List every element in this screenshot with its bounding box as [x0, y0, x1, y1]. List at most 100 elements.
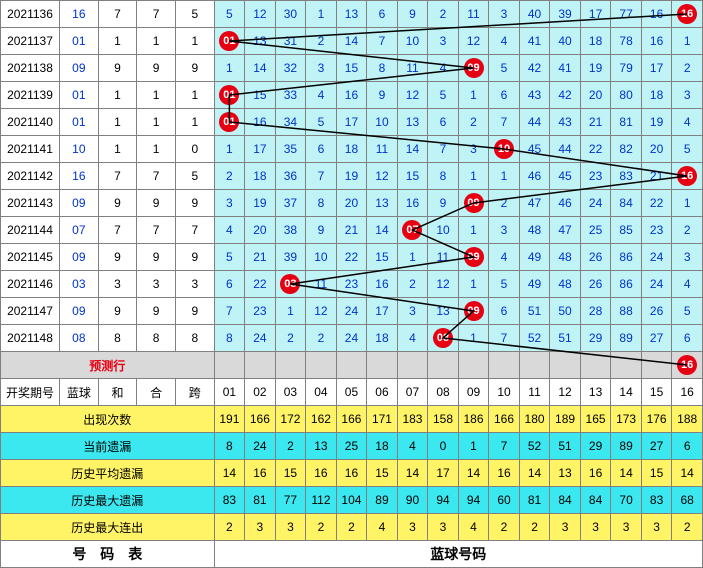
num-cell: 44: [519, 109, 550, 136]
ball-cell: 09: [60, 55, 99, 82]
hit-ball: 16: [677, 4, 697, 24]
hit-ball: 09: [464, 193, 484, 213]
ball-cell: 03: [60, 271, 99, 298]
num-cell: 31: [275, 28, 306, 55]
issue-cell: 2021148: [1, 325, 60, 352]
num-cell: 1: [214, 55, 245, 82]
num-cell: 17: [245, 136, 276, 163]
num-cell: 11: [397, 55, 428, 82]
num-cell: 08: [428, 325, 459, 352]
num-cell: 6: [367, 1, 398, 28]
num-cell: 14: [245, 55, 276, 82]
header-num-cell: 02: [245, 379, 276, 406]
num-cell: 5: [672, 136, 703, 163]
stat-row: 当前遗漏8242132518401752512989276: [1, 433, 703, 460]
issue-cell: 2021140: [1, 109, 60, 136]
num-cell: 01: [214, 82, 245, 109]
data-row: 202114309999319378201316909247462484221: [1, 190, 703, 217]
num-cell: 45: [550, 163, 581, 190]
num-cell: 37: [275, 190, 306, 217]
issue-cell: 2021138: [1, 55, 60, 82]
num-cell: 4: [214, 217, 245, 244]
num-cell: 9: [428, 190, 459, 217]
num-cell: 2: [672, 55, 703, 82]
num-cell: 11: [458, 1, 489, 28]
num-cell: 1: [458, 82, 489, 109]
num-cell: 16: [672, 163, 703, 190]
num-cell: 4: [489, 244, 520, 271]
num-cell: 8: [367, 55, 398, 82]
num-cell: 2: [306, 28, 337, 55]
stat-row: 历史最大连出2332243342233332: [1, 514, 703, 541]
num-cell: 19: [580, 55, 611, 82]
num-cell: 2: [489, 190, 520, 217]
num-cell: 50: [550, 298, 581, 325]
header-num-cell: 03: [275, 379, 306, 406]
num-cell: 2: [428, 1, 459, 28]
header-num-cell: 14: [611, 379, 642, 406]
num-cell: 9: [367, 82, 398, 109]
num-cell: 8: [306, 190, 337, 217]
num-cell: 49: [519, 271, 550, 298]
num-cell: 27: [641, 325, 672, 352]
num-cell: 16: [397, 190, 428, 217]
num-cell: 18: [336, 136, 367, 163]
header-num-cell: 16: [672, 379, 703, 406]
num-cell: 88: [611, 298, 642, 325]
data-row: 2021148088888242224184081752512989276: [1, 325, 703, 352]
num-cell: 23: [641, 217, 672, 244]
num-cell: 2: [672, 217, 703, 244]
num-cell: 17: [580, 1, 611, 28]
num-cell: 41: [519, 28, 550, 55]
num-cell: 23: [245, 298, 276, 325]
issue-cell: 2021136: [1, 1, 60, 28]
num-cell: 1: [214, 136, 245, 163]
num-cell: 6: [306, 136, 337, 163]
num-cell: 01: [214, 109, 245, 136]
num-cell: 24: [336, 325, 367, 352]
num-cell: 40: [550, 28, 581, 55]
hit-ball: 01: [219, 31, 239, 51]
num-cell: 3: [306, 55, 337, 82]
num-cell: 16: [641, 28, 672, 55]
num-cell: 82: [611, 136, 642, 163]
header-cell: 合: [137, 379, 176, 406]
num-cell: 12: [245, 1, 276, 28]
hit-ball: 03: [280, 274, 300, 294]
num-cell: 49: [519, 244, 550, 271]
num-cell: 47: [519, 190, 550, 217]
num-cell: 43: [550, 109, 581, 136]
issue-cell: 2021145: [1, 244, 60, 271]
num-cell: 41: [550, 55, 581, 82]
hit-ball: 09: [464, 247, 484, 267]
num-cell: 20: [245, 217, 276, 244]
num-cell: 86: [611, 271, 642, 298]
ball-cell: 09: [60, 190, 99, 217]
stat-label: 历史最大遗漏: [1, 487, 215, 514]
num-cell: 2: [306, 325, 337, 352]
num-cell: 17: [641, 55, 672, 82]
num-cell: 6: [214, 271, 245, 298]
lottery-table: 2021136167755123011369211340391777161620…: [0, 0, 703, 568]
num-cell: 26: [580, 244, 611, 271]
stat-label: 出现次数: [1, 406, 215, 433]
stat-label: 当前遗漏: [1, 433, 215, 460]
num-cell: 03: [275, 271, 306, 298]
num-cell: 5: [306, 109, 337, 136]
header-num-cell: 11: [519, 379, 550, 406]
num-cell: 16: [336, 82, 367, 109]
num-cell: 4: [428, 55, 459, 82]
num-cell: 1: [397, 244, 428, 271]
num-cell: 6: [428, 109, 459, 136]
num-cell: 25: [580, 217, 611, 244]
num-cell: 26: [580, 271, 611, 298]
predict-row: 预测行16: [1, 352, 703, 379]
data-row: 202114001111011634517101362744432181194: [1, 109, 703, 136]
num-cell: 2: [458, 109, 489, 136]
header-num-cell: 12: [550, 379, 581, 406]
num-cell: 40: [519, 1, 550, 28]
num-cell: 12: [458, 28, 489, 55]
stat-label: 历史最大连出: [1, 514, 215, 541]
num-cell: 14: [367, 217, 398, 244]
num-cell: 5: [489, 271, 520, 298]
